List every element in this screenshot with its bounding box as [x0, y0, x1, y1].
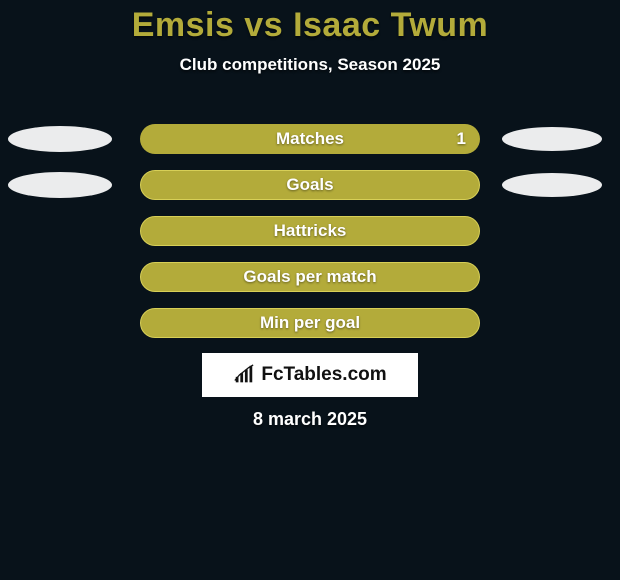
barchart-icon [233, 364, 255, 386]
stat-row: Min per goal [0, 300, 620, 346]
stat-row: Goals [0, 162, 620, 208]
stat-label: Goals per match [243, 267, 376, 287]
left-value-ellipse [8, 172, 112, 198]
stat-row: Hattricks [0, 208, 620, 254]
subtitle: Club competitions, Season 2025 [0, 55, 620, 75]
source-logo-text: FcTables.com [261, 364, 386, 386]
stat-label: Min per goal [260, 313, 360, 333]
stat-bar: Min per goal [140, 308, 480, 338]
stat-label: Goals [286, 175, 333, 195]
stat-row: Matches 1 [0, 116, 620, 162]
date-line: 8 march 2025 [0, 409, 620, 430]
page-title: Emsis vs Isaac Twum [0, 0, 620, 45]
stat-label: Matches [276, 129, 344, 149]
stat-bar: Matches 1 [140, 124, 480, 154]
right-value-ellipse [502, 127, 602, 151]
stat-bar: Hattricks [140, 216, 480, 246]
stat-bar: Goals per match [140, 262, 480, 292]
stat-value-right: 1 [457, 129, 466, 149]
left-value-ellipse [8, 126, 112, 152]
stat-label: Hattricks [274, 221, 347, 241]
stat-row: Goals per match [0, 254, 620, 300]
infographic-canvas: Emsis vs Isaac Twum Club competitions, S… [0, 0, 620, 580]
stat-bar: Goals [140, 170, 480, 200]
source-logo: FcTables.com [202, 353, 418, 397]
right-value-ellipse [502, 173, 602, 197]
stat-rows: Matches 1 Goals Hattricks Goals per match Min… [0, 116, 620, 346]
